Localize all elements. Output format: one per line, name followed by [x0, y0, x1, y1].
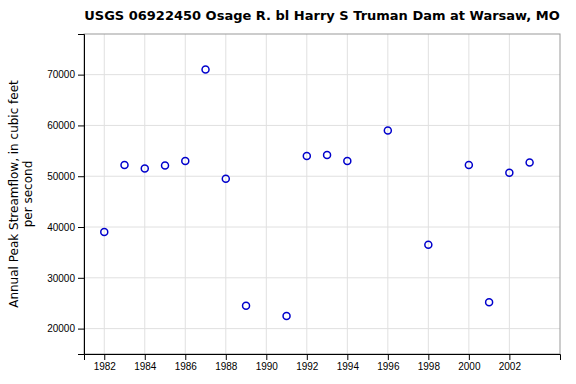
tick: 50000 — [47, 171, 84, 182]
points — [101, 66, 533, 319]
tick-mark — [78, 176, 84, 177]
tick: 1994 — [337, 354, 360, 372]
tick-mark — [185, 354, 186, 360]
tick-label: 50000 — [47, 171, 75, 182]
point — [526, 159, 533, 166]
tick-mark — [78, 125, 84, 126]
grid-line — [347, 34, 348, 354]
plot: 1982 1984 1986 1988 1990 1992 1994 1996 1998 2000… — [47, 34, 560, 372]
tick-label: 30000 — [47, 273, 75, 284]
grid-line — [428, 34, 429, 354]
tick: 70000 — [47, 69, 84, 80]
tick-label: 1998 — [418, 361, 441, 372]
point — [486, 299, 493, 306]
grid-line — [509, 34, 510, 354]
tick-mark — [104, 354, 105, 360]
tick-label: 2000 — [458, 361, 481, 372]
tick-label: 1982 — [94, 361, 117, 372]
tick-label: 40000 — [47, 222, 75, 233]
point — [303, 152, 310, 159]
tick-mark — [469, 354, 470, 360]
grid-line — [468, 34, 469, 354]
grid — [84, 34, 560, 354]
plot-frame — [84, 34, 560, 354]
grid-line — [306, 34, 307, 354]
tick-label: 60000 — [47, 120, 75, 131]
tick: 1990 — [256, 354, 279, 372]
tick: 40000 — [47, 222, 84, 233]
point — [324, 151, 331, 158]
tick-label: 1992 — [296, 361, 319, 372]
tick-mark — [78, 278, 84, 279]
grid-line — [84, 227, 560, 228]
y-axis-title: Annual Peak Streamflow, in cubic feetper… — [7, 80, 35, 308]
tick-label: 1986 — [175, 361, 198, 372]
grid-line — [84, 125, 560, 126]
tick: 1984 — [134, 354, 157, 372]
tick: 60000 — [47, 120, 84, 131]
tick-mark — [428, 354, 429, 360]
point — [425, 241, 432, 248]
grid-line — [266, 34, 267, 354]
point — [162, 162, 169, 169]
tick-label: 1988 — [215, 361, 238, 372]
axis-line — [85, 355, 561, 361]
grid-line — [387, 34, 388, 354]
grid-line — [84, 328, 560, 329]
tick-mark — [509, 354, 510, 360]
tick-mark — [307, 354, 308, 360]
tick-label: 1990 — [256, 361, 279, 372]
tick-mark — [226, 354, 227, 360]
point — [101, 229, 108, 236]
tick: 20000 — [47, 323, 84, 334]
grid-line — [144, 34, 145, 354]
point — [283, 312, 290, 319]
tick-mark — [266, 354, 267, 360]
tick: 1992 — [296, 354, 319, 372]
tick: 2000 — [458, 354, 481, 372]
tick-label: 1996 — [377, 361, 400, 372]
grid-line — [84, 74, 560, 75]
tick-mark — [78, 227, 84, 228]
point — [141, 165, 148, 172]
grid-line — [84, 176, 560, 177]
tick-mark — [78, 75, 84, 76]
tick: 1982 — [94, 354, 117, 372]
grid-line — [185, 34, 186, 354]
tick-label: 70000 — [47, 69, 75, 80]
tick-mark — [347, 354, 348, 360]
tick: 30000 — [47, 273, 84, 284]
point — [121, 162, 128, 169]
grid-line — [84, 277, 560, 278]
y-axis: 20000 30000 40000 50000 60000 70000 — [47, 35, 84, 355]
tick-mark — [388, 354, 389, 360]
tick: 1996 — [377, 354, 400, 372]
tick: 1988 — [215, 354, 238, 372]
tick: 2002 — [499, 354, 522, 372]
x-axis: 1982 1984 1986 1988 1990 1992 1994 1996 1998 2000… — [85, 354, 561, 372]
point — [222, 175, 229, 182]
point — [506, 169, 513, 176]
chart: 1982 1984 1986 1988 1990 1992 1994 1996 1998 2000… — [0, 0, 576, 384]
point — [182, 157, 189, 164]
tick-label: 1994 — [337, 361, 360, 372]
point — [202, 66, 209, 73]
tick: 1986 — [175, 354, 198, 372]
axis-line — [78, 35, 85, 355]
grid-line — [225, 34, 226, 354]
tick-mark — [145, 354, 146, 360]
tick: 1998 — [418, 354, 441, 372]
tick-label: 2002 — [499, 361, 522, 372]
point — [243, 302, 250, 309]
point — [384, 127, 391, 134]
point — [465, 162, 472, 169]
tick-label: 1984 — [134, 361, 157, 372]
tick-mark — [78, 329, 84, 330]
grid-line — [104, 34, 105, 354]
title: USGS 06922450 Osage R. bl Harry S Truman… — [84, 8, 560, 23]
point — [344, 157, 351, 164]
tick-label: 20000 — [47, 323, 75, 334]
